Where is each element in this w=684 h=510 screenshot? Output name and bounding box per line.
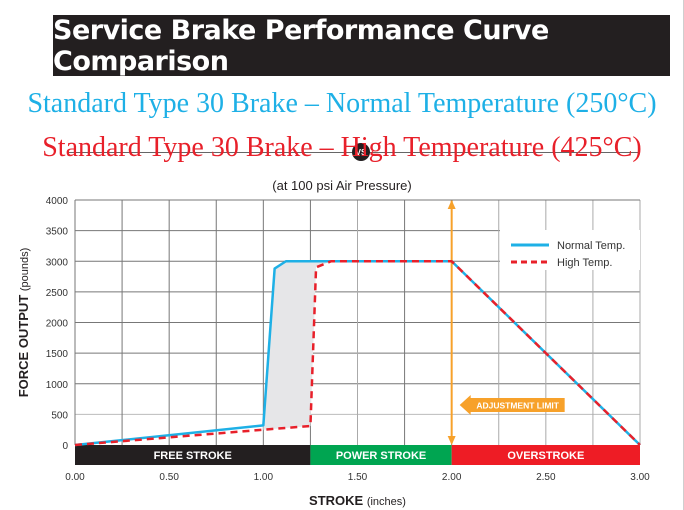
y-axis-label: FORCE OUTPUT (pounds) [16,248,31,398]
x-tick-label: 1.50 [348,472,368,483]
stroke-band-label: POWER STROKE [336,450,426,462]
y-tick-label: 2000 [46,319,69,330]
stroke-band-free-stroke [75,445,311,465]
y-tick-label: 1000 [46,380,69,391]
x-tick-label: 2.00 [442,472,462,483]
y-tick-label: 2500 [46,288,69,299]
x-tick-label: 2.50 [536,472,556,483]
subtitle-normal: Standard Type 30 Brake – Normal Temperat… [27,88,657,119]
x-tick-label: 3.00 [630,472,650,483]
adjustment-limit-label: ADJUSTMENT LIMIT [476,401,559,411]
stroke-band-overstroke [451,445,640,465]
series-line-normal-temp [74,260,641,447]
stroke-band-label: OVERSTROKE [507,450,584,462]
vs-badge: VS [352,143,370,161]
chart-title: Service Brake Performance Curve Comparis… [53,15,670,77]
y-tick-label: 0 [62,441,68,452]
stroke-band-label: FREE STROKE [154,450,232,462]
y-tick-label: 1500 [46,349,69,360]
pressure-note: (at 100 psi Air Pressure) [272,178,412,193]
adjustment-limit-callout [459,395,565,415]
y-tick-label: 3500 [46,227,69,238]
x-tick-label: 0.50 [159,472,179,483]
x-axis-label: STROKE (inches) [309,493,406,508]
adjustment-arrow-down [447,436,456,445]
y-tick-label: 3000 [46,257,69,268]
y-tick-label: 500 [51,410,68,421]
adjustment-arrow-up [447,200,456,209]
series-line-high-temp [74,260,641,447]
legend-label-high: High Temp. [557,257,612,269]
x-tick-label: 1.00 [254,472,274,483]
legend-label-normal: Normal Temp. [557,240,625,252]
stroke-band-power-stroke [310,445,452,465]
x-tick-label: 0.00 [65,472,85,483]
gap-fill-area [263,261,332,430]
y-tick-label: 4000 [46,196,69,207]
subtitle-high: Standard Type 30 Brake – High Temperatur… [42,132,642,163]
